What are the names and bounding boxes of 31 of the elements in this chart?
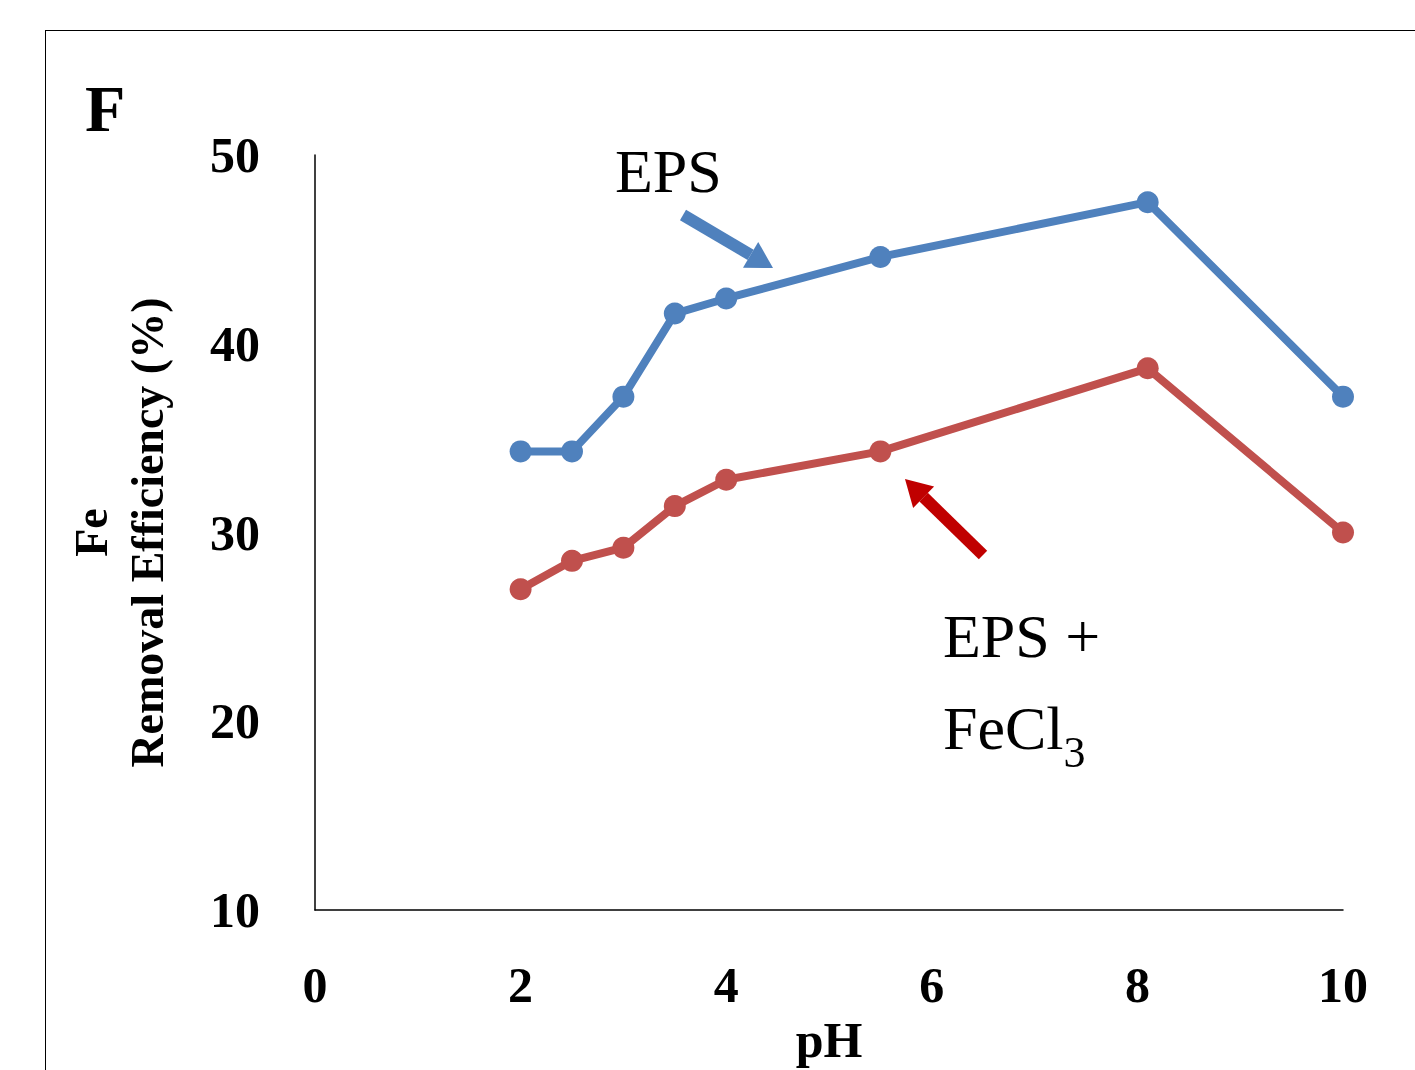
point: [869, 440, 892, 463]
y-tick-label: 50: [210, 127, 260, 183]
y-tick-label: 30: [210, 504, 260, 561]
point: [663, 495, 686, 518]
annotation: EPS: [615, 137, 722, 205]
point: [1332, 521, 1354, 544]
x-tick-label: 4: [713, 957, 739, 1014]
x-tick-label: 2: [508, 957, 534, 1014]
point: [1332, 385, 1354, 408]
point: [715, 468, 738, 491]
y-axis-title: Fe Removal Efficiency (%): [65, 297, 173, 768]
x-axis-title: pH: [795, 1012, 863, 1068]
y-tick-label: 40: [210, 315, 260, 372]
point: [509, 440, 532, 463]
point: [1136, 357, 1159, 380]
x-tick-label: 10: [1318, 957, 1368, 1014]
y-tick-label: 10: [210, 882, 260, 939]
point: [1136, 191, 1159, 214]
point: [561, 440, 583, 463]
point: [612, 536, 635, 559]
chart-title: F: [85, 71, 126, 145]
point: [715, 287, 738, 310]
point: [561, 549, 583, 572]
x-tick-label: 0: [302, 957, 328, 1014]
point: [612, 385, 635, 408]
point: [663, 302, 686, 325]
point: [869, 245, 892, 268]
x-tick-label: 6: [919, 957, 945, 1014]
x-tick-label: 8: [1124, 957, 1150, 1014]
point: [509, 578, 532, 601]
y-tick-label: 20: [210, 693, 260, 750]
